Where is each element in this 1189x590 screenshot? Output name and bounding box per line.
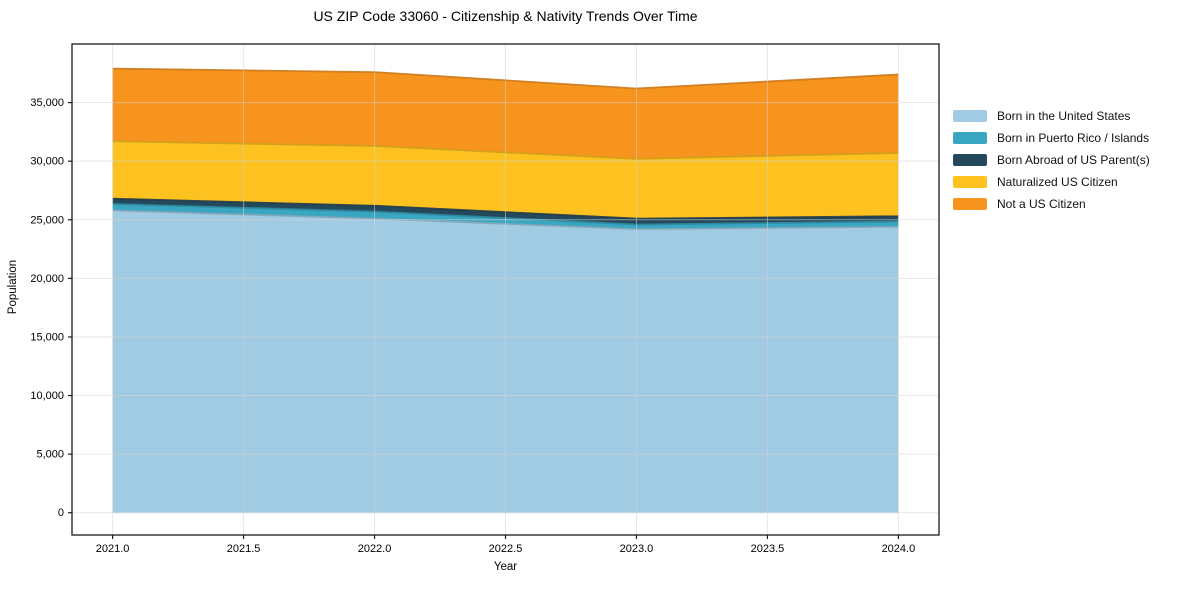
x-tick-label: 2022.5 xyxy=(489,543,523,555)
legend-item-born-in-puerto-rico-islands: Born in Puerto Rico / Islands xyxy=(953,131,1150,145)
legend-label: Born in the United States xyxy=(997,109,1131,123)
x-tick-label: 2021.0 xyxy=(96,543,130,555)
y-tick-label: 30,000 xyxy=(30,156,64,168)
legend-swatch-icon xyxy=(953,176,987,188)
legend-label: Born Abroad of US Parent(s) xyxy=(997,153,1150,167)
x-tick-label: 2021.5 xyxy=(227,543,261,555)
y-tick-label: 25,000 xyxy=(30,214,64,226)
legend-item-born-abroad-of-us-parent-s: Born Abroad of US Parent(s) xyxy=(953,153,1150,167)
legend-label: Naturalized US Citizen xyxy=(997,175,1118,189)
legend-label: Born in Puerto Rico / Islands xyxy=(997,131,1150,145)
legend: Born in the United States Born in Puerto … xyxy=(953,109,1150,220)
legend-item-born-in-the-united-states: Born in the United States xyxy=(953,109,1150,123)
legend-swatch-icon xyxy=(953,110,987,122)
legend-swatch-icon xyxy=(953,132,987,144)
legend-item-naturalized-us-citizen: Naturalized US Citizen xyxy=(953,175,1150,189)
legend-label: Not a US Citizen xyxy=(997,197,1086,211)
y-tick-label: 20,000 xyxy=(30,273,64,285)
y-tick-label: 5,000 xyxy=(36,449,64,461)
y-tick-label: 15,000 xyxy=(30,331,64,343)
chart-title: US ZIP Code 33060 - Citizenship & Nativi… xyxy=(313,8,698,24)
x-axis-label: Year xyxy=(493,561,518,573)
y-tick-label: 35,000 xyxy=(30,97,64,109)
y-tick-label: 0 xyxy=(58,507,64,519)
y-tick-label: 10,000 xyxy=(30,390,64,402)
x-tick-label: 2023.0 xyxy=(620,543,654,555)
x-tick-label: 2023.5 xyxy=(751,543,785,555)
x-tick-label: 2024.0 xyxy=(882,543,916,555)
legend-swatch-icon xyxy=(953,198,987,210)
legend-swatch-icon xyxy=(953,154,987,166)
y-axis-label: Population xyxy=(7,259,19,315)
area-born-abroad-of-us-parent-s xyxy=(112,198,899,225)
x-tick-label: 2022.0 xyxy=(358,543,392,555)
legend-item-not-a-us-citizen: Not a US Citizen xyxy=(953,197,1150,211)
